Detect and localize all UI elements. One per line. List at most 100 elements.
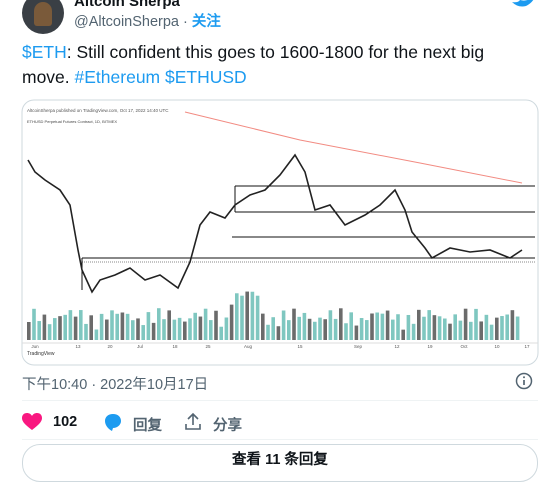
info-icon[interactable] [515,372,533,390]
cashtag[interactable]: $ETH [22,42,67,62]
x-label: Aug [244,344,253,349]
volume-bar [354,325,359,340]
volume-bar [151,322,156,340]
volume-bar [193,312,197,340]
volume-bar [484,314,489,340]
volume-bar [53,318,57,340]
cashtag[interactable]: $ETHUSD [165,67,247,87]
volume-bar [47,324,52,340]
volume-bar [307,318,312,340]
volume-bar [380,313,385,340]
volume-bar [73,316,78,340]
reply-label[interactable]: 回复 [133,418,162,434]
volume-bar [463,308,468,340]
volume-bar [110,310,114,340]
volume-bar [89,315,93,340]
x-label: Sep [354,344,363,349]
avatar[interactable] [22,0,64,34]
volume-bar [339,308,343,340]
volume-bar [458,320,463,340]
volume-bar [214,310,218,340]
volume-bar [94,329,99,340]
volume-bar [146,312,151,340]
volume-bar [437,316,442,340]
volume-bar [32,308,36,340]
volume-bar [271,317,275,340]
volume-bar [157,308,161,340]
volume-bar [136,318,140,340]
volume-bar [68,310,73,340]
volume-bar [229,304,234,340]
x-label: 15 [297,344,303,349]
brand: TradingView [27,351,55,357]
volume-bar [406,314,411,340]
x-label: 19 [427,344,433,349]
share-icon[interactable] [183,411,203,431]
volume-bar [323,319,327,340]
volume-bar [120,312,125,340]
x-label: 13 [75,344,81,349]
image-frame [21,99,539,366]
hashtag[interactable]: #Ethereum [74,67,161,87]
x-label: Oct [460,344,468,349]
x-label: 10 [494,344,500,349]
x-label: 25 [205,344,211,349]
like-icon[interactable] [22,413,42,431]
divider [22,439,538,440]
volume-bar [167,310,171,340]
volume-bar [453,314,457,340]
volume-bar [401,329,405,340]
more-replies-button[interactable]: 查看 11 条回复 [22,444,538,482]
volume-bar [281,310,286,340]
volume-bar [250,291,255,340]
volume-bar [115,313,119,340]
text: : Still confident this goes to 1600-1800… [22,42,489,87]
share-label[interactable]: 分享 [213,418,242,434]
volume-bar [349,312,353,340]
tweet-text: $ETH: Still confident this goes to 1600-… [22,40,532,90]
volume-bar [313,321,317,340]
reply-icon[interactable] [103,412,123,432]
volume-bar [266,324,270,340]
volume-bar [235,293,239,340]
x-label: 17 [524,344,530,349]
volume-bar [489,324,494,340]
volume-bar [172,319,177,340]
volume-bar [365,320,369,340]
volume-bar [318,317,322,340]
volume-bar [99,313,104,340]
symbol: ETHUSD Perpetual Futures Contract, 1D, B… [27,119,117,124]
volume-bar [219,326,223,340]
volume-bar [469,321,473,340]
volume-bar [432,315,437,340]
volume-bar [396,314,400,340]
handle[interactable]: @AltcoinSherpa [74,14,179,30]
timestamp[interactable]: 下午10:40 · 2022年10月17日 [22,377,209,393]
volume-bar [495,317,499,340]
volume-bar [500,316,504,340]
volume-bar [27,322,31,340]
chart-image[interactable]: AltcoinSherpa published on TradingView.c… [0,0,552,400]
divider [22,400,538,401]
volume-bar [276,326,281,340]
volume-bar [375,312,379,340]
x-label: 20 [107,344,113,349]
volume-bar [203,308,208,340]
display-name[interactable]: Altcoin Sherpa [74,0,180,10]
volume-bar [63,314,67,340]
volume-bar [58,316,62,340]
volume-bar [37,321,41,340]
x-label: 12 [394,344,400,349]
volume-bar [183,321,187,340]
volume-bar [245,291,249,340]
moving-average [184,111,523,184]
volume-bar [422,316,426,340]
follow-button[interactable]: 关注 [191,14,221,30]
volume-bar [131,320,135,340]
volume-bar [510,310,515,340]
volume-bar [162,319,166,340]
like-count: 102 [53,414,78,430]
volume-bar [198,316,203,340]
volume-bar [391,319,395,340]
volume-bar [427,310,431,340]
